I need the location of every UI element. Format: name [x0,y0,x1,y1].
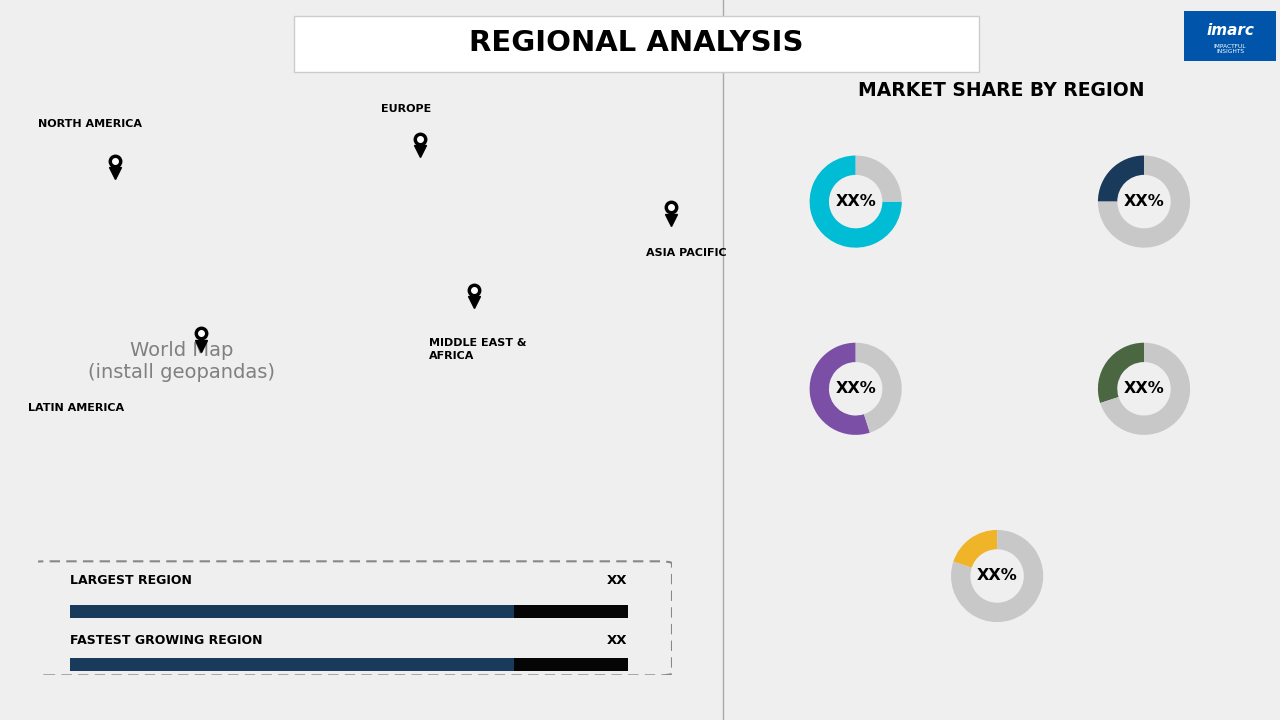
Text: XX%: XX% [1124,382,1165,396]
Text: LATIN AMERICA: LATIN AMERICA [28,403,124,413]
Text: IMPACTFUL
INSIGHTS: IMPACTFUL INSIGHTS [1213,43,1247,54]
Wedge shape [954,530,997,568]
Text: XX%: XX% [836,382,876,396]
FancyBboxPatch shape [294,16,979,72]
Bar [70,605,513,618]
Text: XX%: XX% [1124,194,1165,209]
FancyBboxPatch shape [723,0,1280,720]
Bar [513,658,627,671]
Wedge shape [1098,156,1190,248]
Wedge shape [1101,343,1190,435]
Text: XX: XX [607,634,627,647]
Bar [70,658,513,671]
Bar [513,605,627,618]
Wedge shape [810,343,870,435]
Text: World Map
(install geopandas): World Map (install geopandas) [88,341,275,382]
Text: MIDDLE EAST &
AFRICA: MIDDLE EAST & AFRICA [429,338,526,361]
Text: XX: XX [607,575,627,588]
Text: XX%: XX% [836,194,876,209]
Text: ASIA PACIFIC: ASIA PACIFIC [646,248,727,258]
Wedge shape [856,156,901,202]
Text: imarc: imarc [1206,24,1254,38]
Text: FASTEST GROWING REGION: FASTEST GROWING REGION [70,634,262,647]
Text: NORTH AMERICA: NORTH AMERICA [38,119,142,129]
Text: XX%: XX% [977,569,1018,583]
Text: EUROPE: EUROPE [381,104,431,114]
Text: REGIONAL ANALYSIS: REGIONAL ANALYSIS [468,30,804,57]
Wedge shape [856,343,901,433]
Wedge shape [951,530,1043,622]
Wedge shape [1098,343,1144,403]
Text: MARKET SHARE BY REGION: MARKET SHARE BY REGION [859,81,1144,99]
Text: LARGEST REGION: LARGEST REGION [70,575,192,588]
FancyBboxPatch shape [1184,11,1276,61]
Wedge shape [1098,156,1144,202]
Wedge shape [810,156,901,248]
